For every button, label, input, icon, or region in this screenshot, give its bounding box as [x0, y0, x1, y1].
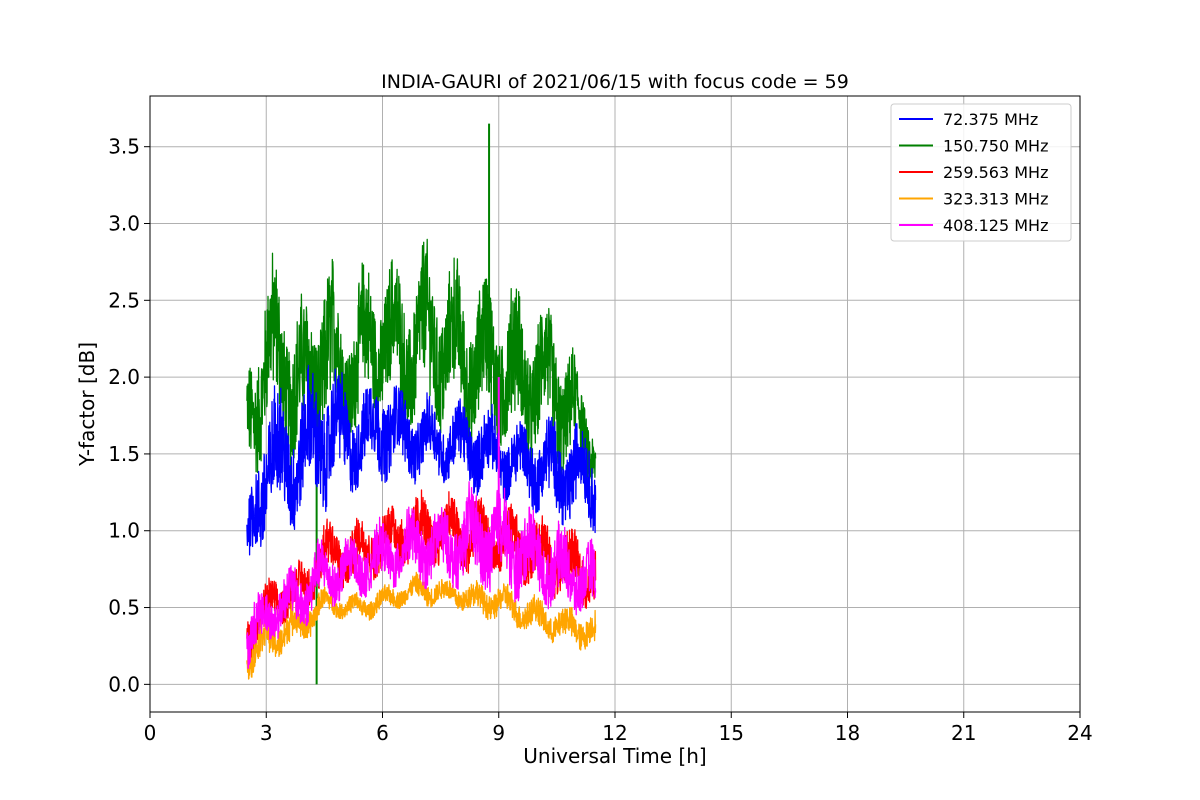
x-tick-label: 21 [951, 721, 976, 745]
legend-label: 259.563 MHz [943, 163, 1048, 182]
series-line-0 [246, 364, 597, 556]
legend-label: 323.313 MHz [943, 190, 1048, 209]
x-tick-label: 6 [376, 721, 389, 745]
legend-label: 72.375 MHz [943, 110, 1038, 129]
series-line-4 [246, 481, 597, 670]
legend-label: 150.750 MHz [943, 137, 1048, 156]
legend-box [890, 103, 1072, 242]
x-tick-label: 9 [492, 721, 505, 745]
series-line-3 [246, 571, 597, 680]
y-axis-label: Y-factor [dB] [75, 342, 99, 467]
y-tick-label: 2.5 [108, 288, 140, 312]
legend: 72.375 MHz 150.750 MHz 259.563 MHz 323.3… [890, 103, 1072, 242]
chart-title: INDIA-GAURI of 2021/06/15 with focus cod… [381, 71, 849, 93]
y-tick-label: 3.0 [108, 212, 140, 236]
x-tick-label: 18 [835, 721, 860, 745]
y-tick-label: 3.5 [108, 135, 140, 159]
y-tick-label: 1.5 [108, 442, 140, 466]
y-axis-ticks: 0.0 0.5 1.0 1.5 2.0 2.5 3.0 3.5 [108, 135, 150, 696]
series-line-1 [246, 238, 597, 488]
x-axis-ticks: 0 3 6 9 12 15 18 21 24 [144, 712, 1093, 745]
plot-data [246, 123, 597, 685]
legend-label: 408.125 MHz [943, 216, 1048, 235]
x-tick-label: 24 [1067, 721, 1092, 745]
y-tick-label: 1.0 [108, 519, 140, 543]
x-tick-label: 15 [719, 721, 744, 745]
x-tick-label: 12 [602, 721, 627, 745]
y-tick-label: 0.5 [108, 596, 140, 620]
x-tick-label: 3 [260, 721, 273, 745]
x-axis-label: Universal Time [h] [523, 744, 706, 768]
y-tick-label: 0.0 [108, 672, 140, 696]
y-tick-label: 2.0 [108, 365, 140, 389]
x-tick-label: 0 [144, 721, 157, 745]
